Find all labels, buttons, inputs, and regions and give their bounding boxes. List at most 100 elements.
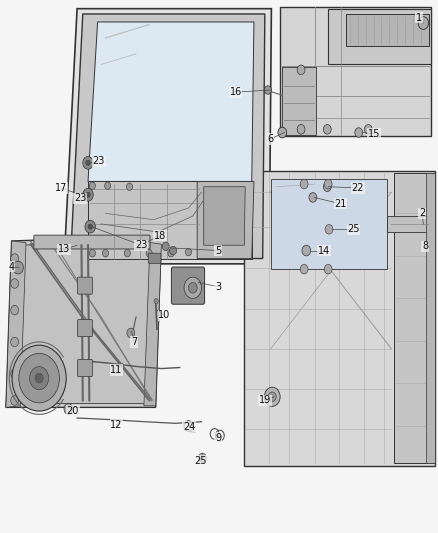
Polygon shape	[387, 216, 428, 232]
Circle shape	[418, 17, 428, 29]
Circle shape	[302, 245, 311, 256]
Circle shape	[323, 182, 331, 191]
Circle shape	[323, 125, 331, 134]
Text: 8: 8	[422, 241, 428, 251]
Circle shape	[170, 246, 177, 255]
Circle shape	[297, 65, 305, 75]
Polygon shape	[204, 187, 245, 245]
Text: 7: 7	[131, 337, 137, 347]
Polygon shape	[71, 14, 265, 259]
Text: 25: 25	[194, 456, 207, 465]
FancyBboxPatch shape	[78, 360, 92, 376]
Polygon shape	[346, 14, 428, 46]
Text: 20: 20	[67, 406, 79, 416]
Circle shape	[162, 242, 169, 251]
Circle shape	[86, 192, 90, 197]
Text: 23: 23	[135, 240, 148, 250]
Circle shape	[11, 305, 18, 315]
Text: 6: 6	[268, 134, 274, 144]
Circle shape	[11, 395, 18, 405]
Circle shape	[146, 249, 152, 257]
Circle shape	[89, 249, 95, 257]
Text: 22: 22	[352, 183, 364, 193]
FancyBboxPatch shape	[148, 253, 161, 263]
Circle shape	[85, 220, 95, 233]
Polygon shape	[197, 181, 254, 259]
Text: 13: 13	[58, 245, 70, 254]
Circle shape	[325, 224, 333, 234]
Circle shape	[364, 125, 372, 134]
Text: 15: 15	[368, 128, 380, 139]
Polygon shape	[144, 243, 161, 406]
Polygon shape	[426, 173, 435, 463]
Circle shape	[89, 182, 95, 189]
FancyBboxPatch shape	[171, 267, 205, 304]
Circle shape	[88, 224, 92, 229]
Circle shape	[265, 387, 280, 406]
Circle shape	[265, 86, 272, 94]
Text: 10: 10	[158, 310, 170, 320]
FancyBboxPatch shape	[78, 320, 92, 337]
Circle shape	[324, 179, 332, 189]
Text: 4: 4	[9, 262, 14, 271]
Text: 23: 23	[74, 193, 86, 204]
Circle shape	[86, 160, 90, 165]
Circle shape	[198, 453, 206, 463]
Circle shape	[64, 403, 73, 414]
Circle shape	[154, 298, 158, 304]
Text: 12: 12	[110, 420, 123, 430]
Text: 25: 25	[347, 224, 360, 235]
Circle shape	[268, 392, 276, 401]
Text: 23: 23	[93, 156, 105, 166]
FancyBboxPatch shape	[78, 277, 92, 294]
Text: 21: 21	[334, 199, 346, 209]
Circle shape	[300, 264, 308, 274]
Circle shape	[127, 183, 133, 190]
Circle shape	[30, 367, 49, 390]
Polygon shape	[64, 9, 272, 264]
Circle shape	[13, 261, 23, 274]
Circle shape	[12, 345, 66, 411]
Circle shape	[105, 182, 111, 189]
FancyBboxPatch shape	[34, 235, 150, 249]
Polygon shape	[244, 171, 435, 466]
Polygon shape	[88, 181, 252, 259]
Polygon shape	[280, 7, 431, 136]
Circle shape	[324, 264, 332, 274]
Text: 24: 24	[183, 422, 195, 432]
Circle shape	[184, 277, 201, 298]
Polygon shape	[6, 241, 26, 407]
Circle shape	[300, 179, 308, 189]
Circle shape	[124, 249, 131, 257]
Polygon shape	[13, 241, 155, 403]
Polygon shape	[283, 67, 316, 135]
Text: 18: 18	[154, 231, 166, 241]
Polygon shape	[271, 179, 387, 269]
Text: 17: 17	[55, 183, 67, 193]
Text: 2: 2	[419, 208, 425, 219]
Polygon shape	[6, 236, 161, 407]
Text: 5: 5	[215, 246, 221, 255]
Text: 1: 1	[416, 13, 422, 23]
Circle shape	[11, 254, 18, 263]
Circle shape	[127, 328, 135, 338]
Circle shape	[278, 127, 287, 138]
Circle shape	[83, 157, 93, 169]
Circle shape	[355, 128, 363, 138]
Text: 11: 11	[110, 365, 123, 375]
Circle shape	[188, 282, 197, 293]
Text: 9: 9	[215, 433, 221, 443]
Polygon shape	[88, 22, 254, 181]
Circle shape	[35, 373, 43, 383]
Circle shape	[11, 279, 18, 288]
Polygon shape	[394, 173, 435, 463]
Text: 16: 16	[230, 87, 242, 97]
Circle shape	[309, 192, 317, 202]
Circle shape	[185, 248, 191, 256]
Text: 14: 14	[318, 246, 330, 255]
Text: 19: 19	[259, 395, 271, 406]
Circle shape	[297, 125, 305, 134]
Text: 3: 3	[215, 282, 221, 292]
Circle shape	[11, 337, 18, 347]
Circle shape	[19, 353, 60, 403]
